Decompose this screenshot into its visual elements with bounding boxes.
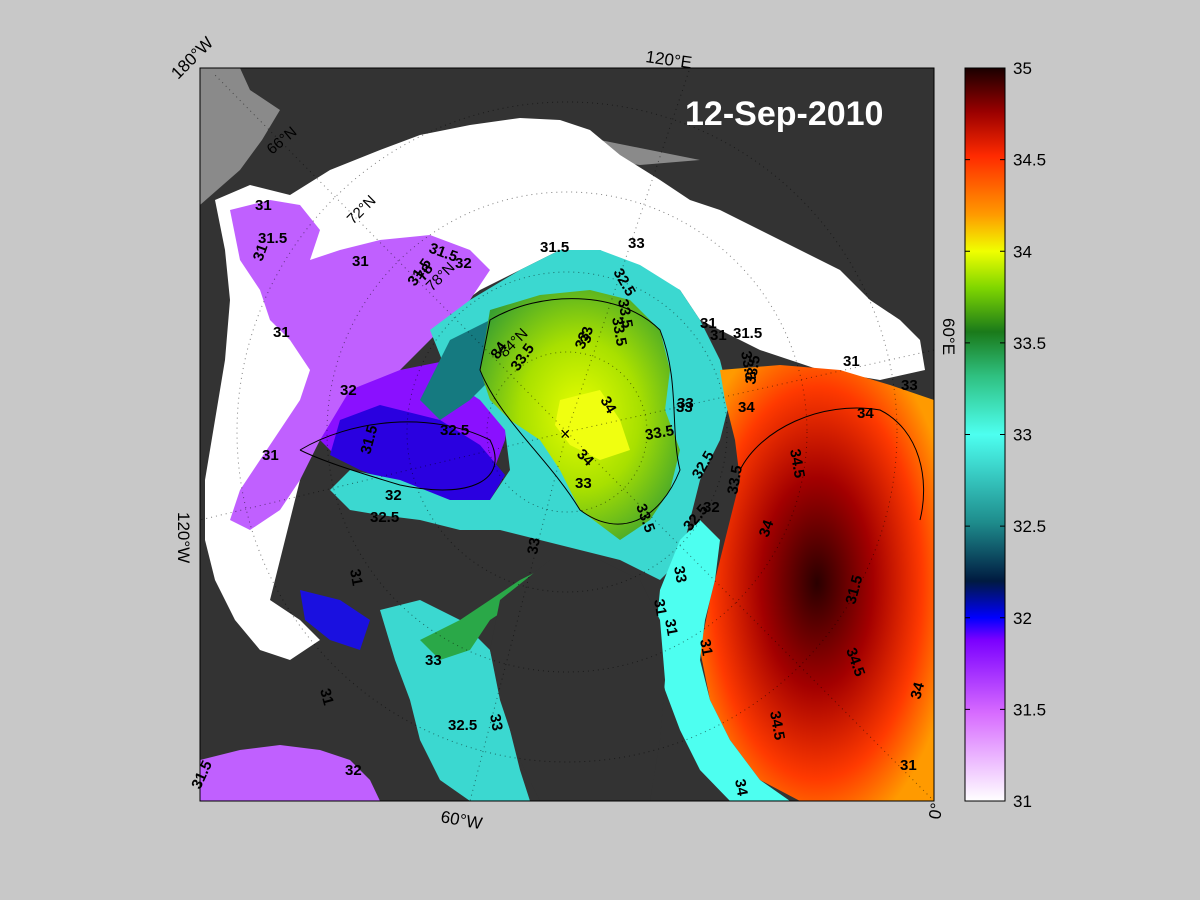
colorbar-tick-label: 33.5 xyxy=(1013,334,1046,353)
beaufort-blue xyxy=(330,405,505,500)
contour-label: 78 xyxy=(413,261,436,284)
graticule xyxy=(200,68,934,801)
colorbar-tick-label: 31.5 xyxy=(1013,700,1046,719)
colorbar xyxy=(964,67,1006,802)
lon-label-120w: 120°W xyxy=(174,512,193,563)
colorbar-tick-label: 32.5 xyxy=(1013,517,1046,536)
contour-label: 34 xyxy=(857,405,874,422)
atlantic-edge-teal xyxy=(655,520,790,801)
contour-label: 31 xyxy=(650,598,670,617)
colorbar-tick-label: 31 xyxy=(1013,792,1032,811)
greenland-land xyxy=(490,560,665,801)
colorbar-ticks: 31 31.5 32 32.5 33 33.5 34 34.5 35 xyxy=(965,59,1046,811)
channel-blue xyxy=(300,590,370,650)
contour-label: 33 xyxy=(676,399,693,416)
contour-label: 31.5 xyxy=(733,325,762,342)
colorbar-tick-label: 33 xyxy=(1013,426,1032,445)
contour-label: 31 xyxy=(700,315,717,332)
southwest-purple xyxy=(200,745,380,801)
contour-label: 31 xyxy=(900,757,917,774)
contour-label: 33.5 xyxy=(614,298,636,330)
date-title: 12-Sep-2010 xyxy=(685,95,883,133)
contour-label: 32 xyxy=(385,487,402,504)
contour-label: 31 xyxy=(352,253,369,270)
contour-label: 31 xyxy=(262,447,279,464)
contour-label: 33.5 xyxy=(742,354,764,386)
contour-label: 33 xyxy=(524,536,544,555)
contour-label: 33.5 xyxy=(608,316,630,348)
contour-label: 31.5 xyxy=(357,423,381,456)
baffin-channels xyxy=(380,600,530,801)
contour-label: 31.5 xyxy=(540,239,569,256)
contour-label: 34 xyxy=(731,778,751,798)
contour-label: 34.5 xyxy=(786,448,808,480)
lon-label-60e: 60°E xyxy=(939,318,958,355)
contour-label: 33 xyxy=(486,713,506,732)
contour-label: 31 xyxy=(346,568,366,587)
colorbar-tick-label: 35 xyxy=(1013,59,1032,78)
contour-label: 32 xyxy=(340,382,357,399)
contour-label: 34 xyxy=(756,517,778,539)
contour-label: 33.5 xyxy=(737,350,759,382)
contour-label: 34.5 xyxy=(766,710,788,742)
contour-label: 33 xyxy=(575,475,592,492)
salinity-contours xyxy=(299,298,925,525)
contour-label: 31 xyxy=(250,242,272,263)
contour-label: 31.5 xyxy=(258,230,287,247)
contour-label: 33 xyxy=(677,395,694,412)
colorbar-tick-label: 32 xyxy=(1013,609,1032,628)
colorbar-tick-label: 34 xyxy=(1013,242,1032,261)
contour-label: 32 xyxy=(345,762,362,779)
contour-label: 33 xyxy=(628,235,645,252)
contour-label: 31.5 xyxy=(842,573,866,606)
contour-label: 32.5 xyxy=(448,717,477,734)
contour-label: 33 xyxy=(901,377,918,394)
pole-marker: × xyxy=(560,424,571,444)
contour-label: 33 xyxy=(425,652,442,669)
nodata-region xyxy=(200,68,280,205)
contour-label: 33 xyxy=(572,330,594,351)
pacific-fresh-region xyxy=(230,200,490,530)
contour-label: 34 xyxy=(907,680,928,701)
contour-label: 31 xyxy=(316,687,337,708)
contour-label: 31 xyxy=(661,618,681,637)
lon-label-60w: 60°W xyxy=(439,807,483,833)
contour-label: 32.5 xyxy=(370,509,399,526)
contour-label: 31 xyxy=(696,638,716,657)
contour-label: 34 xyxy=(597,394,620,418)
lon-label-0: 0° xyxy=(925,801,947,820)
contour-label: 31 xyxy=(273,324,290,341)
contour-label: 31 xyxy=(255,197,272,214)
colorbar-tick-label: 34.5 xyxy=(1013,151,1046,170)
contour-label: 32.5 xyxy=(440,422,469,439)
map-border xyxy=(199,67,935,802)
contour-label: 31 xyxy=(710,327,727,344)
contour-label: 34 xyxy=(738,399,755,416)
map-layers: × xyxy=(200,68,934,801)
contour-label: 33.5 xyxy=(724,464,746,496)
central-yellow-core xyxy=(555,390,630,460)
contour-label: 31 xyxy=(843,353,860,370)
contour-label: 32 xyxy=(703,499,720,516)
contour-label: 33.5 xyxy=(644,422,676,444)
contour-label: 33 xyxy=(577,325,597,344)
atlantic-inflow-region xyxy=(700,365,934,801)
contour-label: 32 xyxy=(455,255,472,272)
contour-label: 33 xyxy=(670,565,690,584)
